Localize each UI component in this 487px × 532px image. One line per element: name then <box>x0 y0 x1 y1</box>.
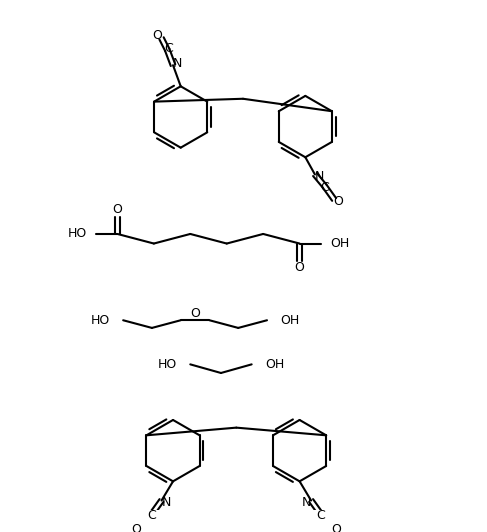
Text: C: C <box>317 509 325 522</box>
Text: O: O <box>333 195 343 208</box>
Text: HO: HO <box>91 314 110 327</box>
Text: O: O <box>131 523 142 532</box>
Text: OH: OH <box>265 358 284 371</box>
Text: OH: OH <box>281 314 300 327</box>
Text: HO: HO <box>68 228 87 240</box>
Text: O: O <box>190 307 200 320</box>
Text: N: N <box>301 496 311 509</box>
Text: OH: OH <box>330 237 350 250</box>
Text: C: C <box>164 43 172 55</box>
Text: O: O <box>331 523 341 532</box>
Text: O: O <box>153 29 163 42</box>
Text: C: C <box>148 509 156 522</box>
Text: C: C <box>320 181 329 194</box>
Text: N: N <box>315 170 324 183</box>
Text: HO: HO <box>158 358 177 371</box>
Text: N: N <box>162 496 171 509</box>
Text: O: O <box>295 261 304 274</box>
Text: O: O <box>112 203 122 217</box>
Text: N: N <box>173 57 183 70</box>
